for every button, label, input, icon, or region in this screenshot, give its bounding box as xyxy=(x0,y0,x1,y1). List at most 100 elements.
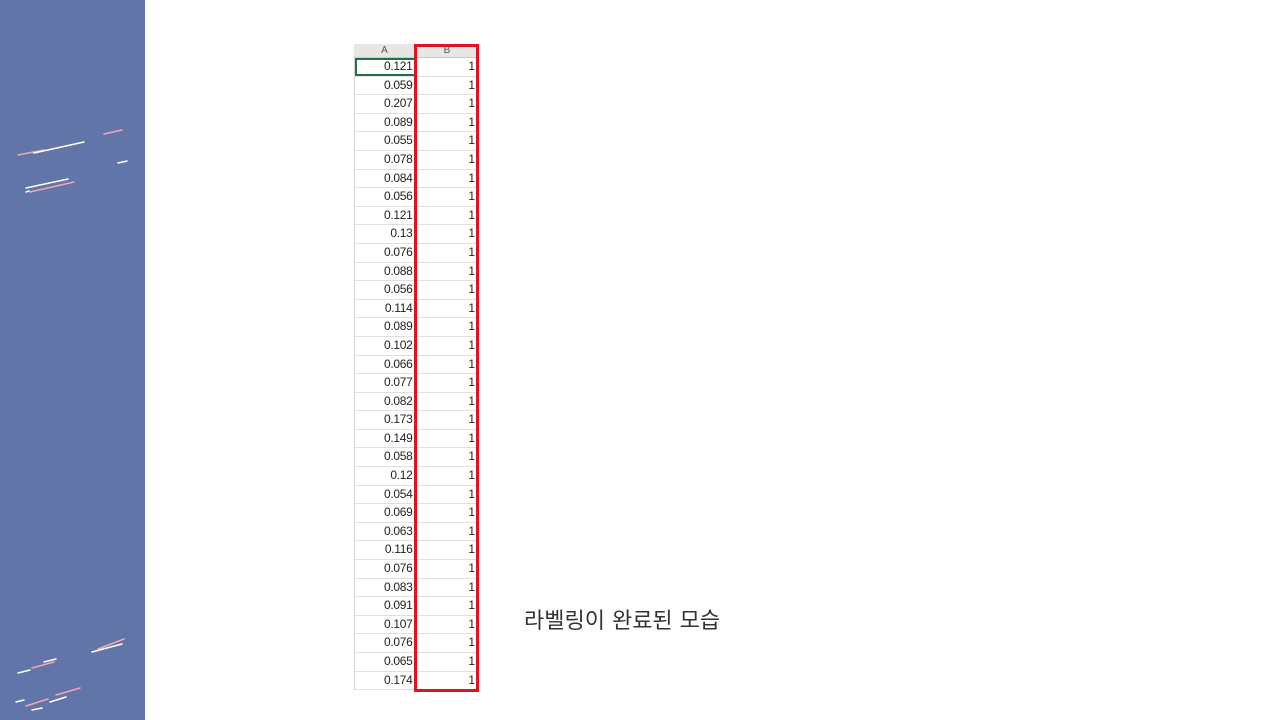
cell-b[interactable]: 1 xyxy=(468,393,475,408)
cell-a[interactable]: 0.065 xyxy=(355,653,417,671)
table-row: 0.084 1 xyxy=(355,169,479,189)
cell-b[interactable]: 1 xyxy=(468,654,475,668)
cell-a[interactable]: 0.082 xyxy=(355,392,417,411)
table-row: 0.12 1 xyxy=(355,467,479,486)
cell-b[interactable]: 1 xyxy=(468,356,475,371)
cell-a[interactable]: 0.083 xyxy=(355,578,417,597)
cell-a[interactable]: 0.058 xyxy=(355,448,417,467)
cell-b[interactable]: 1 xyxy=(468,133,475,148)
cell-a[interactable]: 0.173 xyxy=(355,411,417,429)
cell-b[interactable]: 1 xyxy=(468,412,475,427)
cell-b[interactable]: 1 xyxy=(468,77,475,92)
cell-a[interactable]: 0.207 xyxy=(355,95,417,113)
cell-a[interactable]: 0.114 xyxy=(355,299,417,318)
column-header-b[interactable]: B xyxy=(416,44,479,57)
cell-b[interactable]: 1 xyxy=(468,635,475,650)
cell-a[interactable]: 0.116 xyxy=(355,541,417,560)
table-row: 0.054 1 xyxy=(355,485,479,505)
cell-b[interactable]: 1 xyxy=(468,189,475,204)
cell-b[interactable]: 1 xyxy=(468,226,475,241)
cell-b[interactable]: 1 xyxy=(468,319,475,334)
cell-a[interactable]: 0.12 xyxy=(355,467,417,485)
cell-b[interactable]: 1 xyxy=(468,59,475,73)
cell-b[interactable]: 1 xyxy=(468,96,475,111)
cell-b[interactable]: 1 xyxy=(468,486,475,501)
cell-a[interactable]: 0.121 xyxy=(355,58,417,76)
cell-a[interactable]: 0.091 xyxy=(355,597,417,615)
cell-a[interactable]: 0.149 xyxy=(355,429,417,448)
cell-b[interactable]: 1 xyxy=(468,579,475,594)
cell-b[interactable]: 1 xyxy=(468,114,475,129)
table-row: 0.174 1 xyxy=(355,671,479,691)
table-row: 0.207 1 xyxy=(355,95,479,114)
spreadsheet-snippet: A B 0.121 1 0.059 1 0.207 1 0.089 1 0.055 1 0.078 1… xyxy=(354,44,479,692)
caption-text: 라벨링이 완료된 모습 xyxy=(524,609,721,634)
cell-b[interactable]: 1 xyxy=(468,542,475,557)
table-row: 0.13 1 xyxy=(355,225,479,244)
cell-a[interactable]: 0.084 xyxy=(355,169,417,188)
cell-a[interactable]: 0.056 xyxy=(355,281,417,299)
table-row: 0.149 1 xyxy=(355,429,479,449)
cell-b[interactable]: 1 xyxy=(468,672,475,687)
cell-a[interactable]: 0.121 xyxy=(355,206,417,225)
sheet-rows: 0.121 1 0.059 1 0.207 1 0.089 1 0.055 1 0.078 1 0.08… xyxy=(354,58,479,691)
table-row: 0.089 1 xyxy=(355,318,479,337)
cell-b[interactable]: 1 xyxy=(468,300,475,315)
table-row: 0.069 1 xyxy=(355,504,479,523)
table-row: 0.066 1 xyxy=(355,355,479,375)
cell-a[interactable]: 0.054 xyxy=(355,485,417,504)
table-row: 0.055 1 xyxy=(355,132,479,151)
table-row: 0.077 1 xyxy=(355,374,479,393)
table-row: 0.088 1 xyxy=(355,262,479,282)
column-header-a[interactable]: A xyxy=(354,44,416,57)
cell-b[interactable]: 1 xyxy=(468,561,475,576)
cell-a[interactable]: 0.088 xyxy=(355,262,417,281)
table-row: 0.078 1 xyxy=(355,150,479,170)
cell-b[interactable]: 1 xyxy=(468,616,475,631)
cell-b[interactable]: 1 xyxy=(468,244,475,259)
table-row: 0.089 1 xyxy=(355,113,479,133)
cell-a[interactable]: 0.089 xyxy=(355,113,417,132)
cell-b[interactable]: 1 xyxy=(468,151,475,166)
cell-a[interactable]: 0.077 xyxy=(355,374,417,392)
cell-b[interactable]: 1 xyxy=(468,207,475,222)
cell-a[interactable]: 0.13 xyxy=(355,225,417,243)
table-row: 0.116 1 xyxy=(355,541,479,561)
cell-a[interactable]: 0.107 xyxy=(355,615,417,634)
cell-a[interactable]: 0.076 xyxy=(355,243,417,262)
cell-b[interactable]: 1 xyxy=(468,263,475,278)
cell-b[interactable]: 1 xyxy=(468,449,475,464)
side-decoration-panel xyxy=(0,0,145,720)
cell-a[interactable]: 0.059 xyxy=(355,76,417,95)
cell-b[interactable]: 1 xyxy=(468,505,475,520)
table-row: 0.076 1 xyxy=(355,243,479,263)
cell-b[interactable]: 1 xyxy=(468,468,475,483)
cell-b[interactable]: 1 xyxy=(468,375,475,390)
cell-a[interactable]: 0.056 xyxy=(355,188,417,206)
cell-b[interactable]: 1 xyxy=(468,337,475,352)
cell-b[interactable]: 1 xyxy=(468,430,475,445)
cell-a[interactable]: 0.076 xyxy=(355,634,417,652)
cell-a[interactable]: 0.076 xyxy=(355,560,417,578)
cell-b[interactable]: 1 xyxy=(468,598,475,613)
table-row: 0.059 1 xyxy=(355,76,479,96)
cell-b[interactable]: 1 xyxy=(468,282,475,297)
column-header-row: A B xyxy=(354,44,479,58)
cell-b[interactable]: 1 xyxy=(468,523,475,538)
table-row: 0.063 1 xyxy=(355,522,479,542)
cell-a[interactable]: 0.078 xyxy=(355,150,417,169)
table-row: 0.121 1 xyxy=(355,206,479,226)
cell-a[interactable]: 0.063 xyxy=(355,522,417,541)
table-row: 0.114 1 xyxy=(355,299,479,319)
table-row: 0.121 1 xyxy=(355,58,479,77)
cell-a[interactable]: 0.174 xyxy=(355,671,417,690)
cell-a[interactable]: 0.066 xyxy=(355,355,417,374)
cell-a[interactable]: 0.102 xyxy=(355,336,417,355)
cell-a[interactable]: 0.089 xyxy=(355,318,417,336)
table-row: 0.076 1 xyxy=(355,560,479,579)
cell-a[interactable]: 0.069 xyxy=(355,504,417,522)
cell-a[interactable]: 0.055 xyxy=(355,132,417,150)
table-row: 0.076 1 xyxy=(355,634,479,653)
cell-b[interactable]: 1 xyxy=(468,170,475,185)
